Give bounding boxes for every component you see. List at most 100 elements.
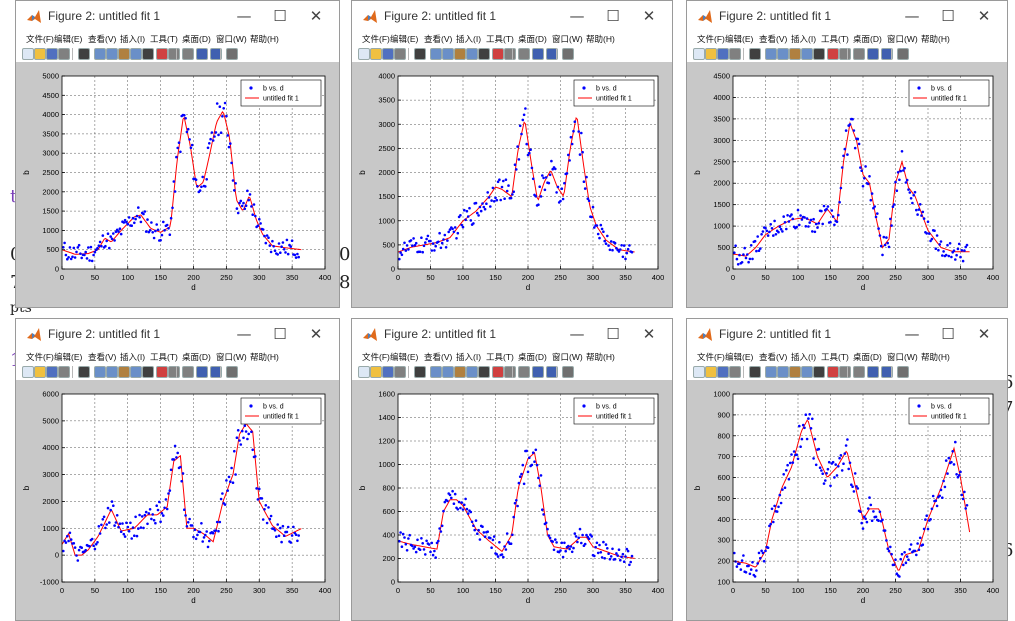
menu-item[interactable]: 编辑(E) xyxy=(725,34,754,44)
zoom-out-icon[interactable] xyxy=(106,48,118,60)
rotate-icon[interactable] xyxy=(130,48,142,60)
pan-icon[interactable] xyxy=(789,366,801,378)
menu-item[interactable]: 文件(F) xyxy=(26,34,54,44)
rotate-icon[interactable] xyxy=(130,366,142,378)
menu-item[interactable]: 查看(V) xyxy=(424,34,453,44)
colorbar-icon[interactable] xyxy=(182,48,194,60)
figure-area[interactable]: 0 50 100 150 200 250 300 350 400 0 500 1000 1500 2000… xyxy=(352,62,672,307)
link-plot-icon[interactable] xyxy=(839,366,851,378)
plot-browser-icon[interactable] xyxy=(562,366,574,378)
menu-item[interactable]: 编辑(E) xyxy=(390,352,419,362)
menu-item[interactable]: 插入(I) xyxy=(120,352,146,362)
menu-item[interactable]: 帮助(H) xyxy=(586,34,615,44)
menu-item[interactable]: 查看(V) xyxy=(759,352,788,362)
zoom-in-icon[interactable] xyxy=(430,366,442,378)
save-icon[interactable] xyxy=(382,366,394,378)
legend-icon[interactable] xyxy=(532,366,544,378)
link-plot-icon[interactable] xyxy=(168,48,180,60)
brush-icon[interactable] xyxy=(492,48,504,60)
pointer-icon[interactable] xyxy=(749,48,761,60)
close-button[interactable]: ✕ xyxy=(977,325,991,343)
close-button[interactable]: ✕ xyxy=(977,7,991,25)
save-icon[interactable] xyxy=(717,48,729,60)
menu-item[interactable]: 桌面(D) xyxy=(853,34,882,44)
legend-icon[interactable] xyxy=(867,366,879,378)
maximize-button[interactable]: ☐ xyxy=(606,325,620,343)
figure-area[interactable]: 0 50 100 150 200 250 300 350 400 0 200 400 600 800 100… xyxy=(352,380,672,620)
grid-icon[interactable] xyxy=(210,366,222,378)
legend[interactable]: b vs. d untitled fit 1 xyxy=(240,79,322,107)
grid-icon[interactable] xyxy=(546,366,558,378)
menu-item[interactable]: 帮助(H) xyxy=(921,352,950,362)
maximize-button[interactable]: ☐ xyxy=(941,7,955,25)
menu-item[interactable]: 工具(T) xyxy=(821,352,849,362)
legend-icon[interactable] xyxy=(196,366,208,378)
open-file-icon[interactable] xyxy=(34,366,46,378)
pan-icon[interactable] xyxy=(118,48,130,60)
close-button[interactable]: ✕ xyxy=(309,325,323,343)
data-cursor-icon[interactable] xyxy=(478,366,490,378)
plot-browser-icon[interactable] xyxy=(897,366,909,378)
maximize-button[interactable]: ☐ xyxy=(606,7,620,25)
save-icon[interactable] xyxy=(46,48,58,60)
menu-item[interactable]: 桌面(D) xyxy=(518,352,547,362)
new-figure-icon[interactable] xyxy=(358,366,370,378)
minimize-button[interactable]: — xyxy=(236,7,252,25)
menu-item[interactable]: 桌面(D) xyxy=(518,34,547,44)
menu-item[interactable]: 文件(F) xyxy=(26,352,54,362)
pointer-icon[interactable] xyxy=(749,366,761,378)
minimize-button[interactable]: — xyxy=(569,325,585,343)
figure-window[interactable]: Figure 2: untitled fit 1 — ☐ ✕ 文件(F) 编辑(E) 查看(… xyxy=(15,318,340,621)
new-figure-icon[interactable] xyxy=(22,48,34,60)
grid-icon[interactable] xyxy=(210,48,222,60)
colorbar-icon[interactable] xyxy=(853,366,865,378)
print-icon[interactable] xyxy=(58,48,70,60)
colorbar-icon[interactable] xyxy=(518,48,530,60)
title-bar[interactable]: Figure 2: untitled fit 1 — ☐ ✕ xyxy=(16,1,339,33)
zoom-in-icon[interactable] xyxy=(94,48,106,60)
print-icon[interactable] xyxy=(58,366,70,378)
legend[interactable]: b vs. d untitled fit 1 xyxy=(908,79,990,107)
figure-area[interactable]: 0 50 100 150 200 250 300 350 400 -1000 0 1000 2000 30… xyxy=(16,380,339,620)
menu-item[interactable]: 插入(I) xyxy=(456,34,482,44)
menu-item[interactable]: 桌面(D) xyxy=(853,352,882,362)
open-file-icon[interactable] xyxy=(34,48,46,60)
menu-item[interactable]: 工具(T) xyxy=(821,34,849,44)
figure-window[interactable]: Figure 2: untitled fit 1 — ☐ ✕ 文件(F) 编辑(E) 查看(… xyxy=(15,0,340,308)
brush-icon[interactable] xyxy=(827,48,839,60)
menu-item[interactable]: 编辑(E) xyxy=(54,34,83,44)
zoom-in-icon[interactable] xyxy=(765,48,777,60)
open-file-icon[interactable] xyxy=(705,366,717,378)
data-cursor-icon[interactable] xyxy=(813,48,825,60)
rotate-icon[interactable] xyxy=(466,366,478,378)
menu-item[interactable]: 查看(V) xyxy=(88,34,117,44)
pointer-icon[interactable] xyxy=(78,48,90,60)
menu-item[interactable]: 帮助(H) xyxy=(250,34,279,44)
close-button[interactable]: ✕ xyxy=(642,325,656,343)
legend[interactable]: b vs. d untitled fit 1 xyxy=(573,79,655,107)
brush-icon[interactable] xyxy=(827,366,839,378)
title-bar[interactable]: Figure 2: untitled fit 1 — ☐ ✕ xyxy=(687,1,1007,33)
title-bar[interactable]: Figure 2: untitled fit 1 — ☐ ✕ xyxy=(352,319,672,351)
rotate-icon[interactable] xyxy=(801,366,813,378)
maximize-button[interactable]: ☐ xyxy=(273,325,287,343)
data-cursor-icon[interactable] xyxy=(813,366,825,378)
menu-item[interactable]: 插入(I) xyxy=(456,352,482,362)
figure-window[interactable]: Figure 2: untitled fit 1 — ☐ ✕ 文件(F) 编辑(E) 查看(… xyxy=(351,0,673,308)
zoom-in-icon[interactable] xyxy=(94,366,106,378)
close-button[interactable]: ✕ xyxy=(642,7,656,25)
zoom-in-icon[interactable] xyxy=(430,48,442,60)
figure-window[interactable]: Figure 2: untitled fit 1 — ☐ ✕ 文件(F) 编辑(E) 查看(… xyxy=(686,318,1008,621)
menu-item[interactable]: 查看(V) xyxy=(759,34,788,44)
save-icon[interactable] xyxy=(717,366,729,378)
menu-item[interactable]: 窗口(W) xyxy=(216,34,247,44)
menu-item[interactable]: 插入(I) xyxy=(791,352,817,362)
pan-icon[interactable] xyxy=(454,366,466,378)
legend-icon[interactable] xyxy=(196,48,208,60)
menu-item[interactable]: 工具(T) xyxy=(486,34,514,44)
data-cursor-icon[interactable] xyxy=(478,48,490,60)
save-icon[interactable] xyxy=(382,48,394,60)
colorbar-icon[interactable] xyxy=(853,48,865,60)
figure-window[interactable]: Figure 2: untitled fit 1 — ☐ ✕ 文件(F) 编辑(E) 查看(… xyxy=(686,0,1008,308)
menu-item[interactable]: 窗口(W) xyxy=(552,352,583,362)
